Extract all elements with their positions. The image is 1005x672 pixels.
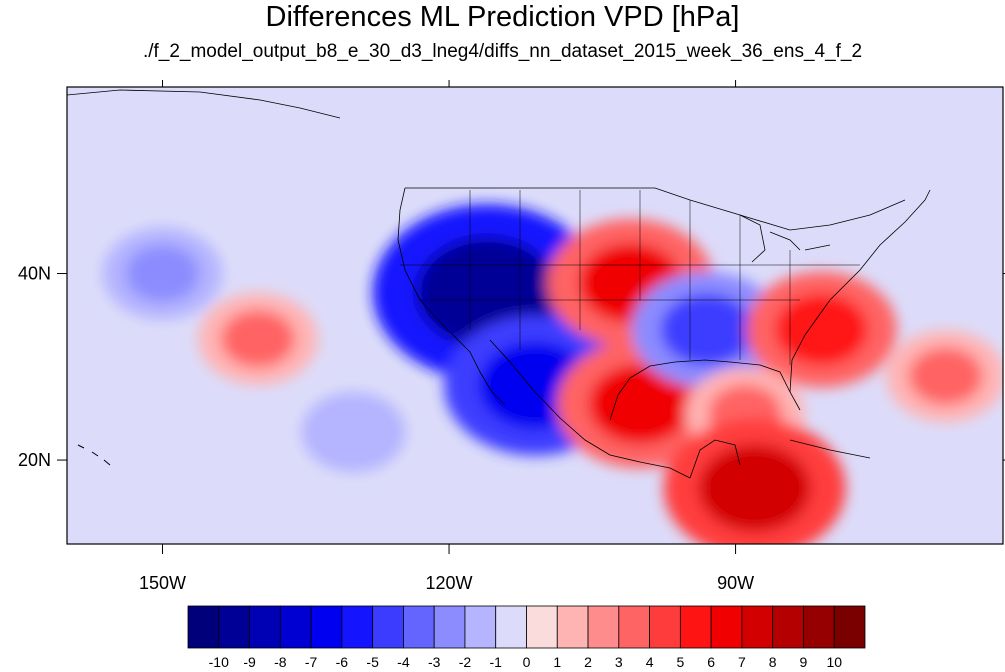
colorbar-swatch <box>341 605 374 649</box>
colorbar-swatch <box>618 605 650 649</box>
colorbar-label: -1 <box>490 654 503 670</box>
field-region-core <box>321 407 386 457</box>
field-region-core <box>221 310 295 368</box>
colorbar-swatch <box>710 605 743 649</box>
x-tick-label: 120W <box>426 573 473 593</box>
y-tick-label: 20N <box>18 450 51 470</box>
field-region-core <box>775 293 868 366</box>
x-tick-label: 150W <box>139 573 186 593</box>
colorbar-swatch <box>187 605 220 649</box>
colorbar-swatch <box>679 605 712 649</box>
field-region-core <box>660 293 754 366</box>
colorbar-label: 7 <box>738 654 746 670</box>
colorbar-swatch <box>310 605 343 649</box>
field-region-core <box>698 444 811 532</box>
colorbar-label: 2 <box>584 654 592 670</box>
colorbar-swatch <box>526 605 558 649</box>
colorbar-swatch <box>433 605 466 649</box>
field-region-core <box>908 347 983 405</box>
us-east-coast <box>789 189 931 393</box>
colorbar-label: -4 <box>397 654 410 670</box>
colorbar-label: 10 <box>826 654 842 670</box>
colorbar-swatch <box>218 605 250 649</box>
colorbar-label: -2 <box>459 654 472 670</box>
colorbar-swatch <box>833 605 866 649</box>
cuba <box>789 439 871 459</box>
chart-title: Differences ML Prediction VPD [hPa] <box>265 1 740 33</box>
colorbar-swatch <box>741 605 774 649</box>
colorbar-swatch <box>556 605 589 649</box>
canada-border <box>405 187 906 231</box>
colorbar-label: -8 <box>274 654 287 670</box>
colorbar-swatch <box>372 605 404 649</box>
colorbar-label: 3 <box>615 654 623 670</box>
colorbar-label: 6 <box>707 654 715 670</box>
field-region-core <box>125 245 200 303</box>
colorbar: -10 -9 -8 -7 -6 -5 -4 -3 -2 -1 0 1 2 3 4 5 6 7 8 9 10 <box>187 605 866 670</box>
colorbar-label: 9 <box>800 654 808 670</box>
colorbar-label: 1 <box>553 654 561 670</box>
colorbar-swatch <box>403 605 435 649</box>
baja-peninsula <box>469 351 506 406</box>
colorbar-swatch <box>249 605 281 649</box>
hawaii-islands <box>77 444 111 466</box>
map-axes: 150W 120W 90W 40N 20N <box>18 80 1005 593</box>
coastlines <box>67 89 931 479</box>
colorbar-label: 8 <box>769 654 777 670</box>
colorbar-label: -9 <box>243 654 256 670</box>
colorbar-swatch <box>464 605 497 649</box>
colorbar-label: 4 <box>646 654 654 670</box>
mexico-west-coast <box>489 339 691 479</box>
colorbar-label: 0 <box>523 654 531 670</box>
colorbar-label: -7 <box>305 654 318 670</box>
colorbar-swatch <box>649 605 681 649</box>
colorbar-swatch <box>772 605 804 649</box>
map-frame <box>66 86 1004 545</box>
colorbar-swatch <box>803 605 835 649</box>
y-tick-label: 40N <box>18 264 51 284</box>
colorbar-label: -5 <box>366 654 379 670</box>
chart-subtitle: ./f_2_model_output_b8_e_30_d3_lneg4/diff… <box>142 41 863 62</box>
colorbar-label: -3 <box>428 654 441 670</box>
colorbar-swatch <box>495 605 527 649</box>
great-lakes <box>739 214 831 263</box>
field-region-core <box>588 364 692 444</box>
colorbar-label: 5 <box>676 654 684 670</box>
colorbar-label: -10 <box>209 654 229 670</box>
colorbar-swatch <box>279 605 312 649</box>
alaska-coast <box>67 89 341 119</box>
us-west-coast <box>397 187 471 353</box>
gulf-coast <box>609 359 801 421</box>
contour-field <box>102 204 1003 544</box>
colorbar-swatch <box>587 605 620 649</box>
colorbar-label: -6 <box>336 654 349 670</box>
yucatan <box>689 439 741 479</box>
state-lines <box>400 190 860 365</box>
x-tick-label: 90W <box>717 573 754 593</box>
